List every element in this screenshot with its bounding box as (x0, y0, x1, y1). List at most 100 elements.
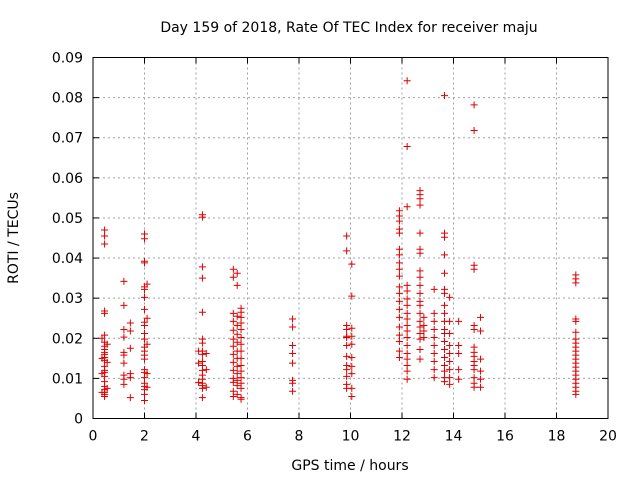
data-point (416, 249, 424, 257)
data-point (120, 380, 128, 388)
data-point (395, 251, 403, 259)
data-point (126, 374, 134, 382)
data-point (430, 325, 438, 333)
data-point (395, 354, 403, 362)
data-point (229, 265, 237, 273)
data-point (233, 382, 241, 390)
y-tick-label: 0.05 (52, 211, 83, 227)
data-point (446, 350, 454, 358)
data-point (477, 355, 485, 363)
data-point (198, 339, 206, 347)
data-point (395, 283, 403, 291)
data-point (237, 340, 245, 348)
data-point (198, 274, 206, 282)
data-point (430, 333, 438, 341)
y-tick-label: 0.08 (52, 91, 83, 107)
data-point (237, 325, 245, 333)
x-tick-label: 4 (192, 429, 201, 445)
data-point (237, 367, 245, 375)
data-point (477, 367, 485, 375)
x-tick-label: 14 (445, 429, 463, 445)
data-point (395, 229, 403, 237)
data-point (348, 292, 356, 300)
grid (93, 57, 608, 419)
data-point (289, 359, 297, 367)
y-tick-label: 0.06 (52, 171, 83, 187)
data-point (440, 269, 448, 277)
data-point (237, 347, 245, 355)
data-point (348, 340, 356, 348)
data-point (202, 366, 210, 374)
data-point (98, 388, 106, 396)
data-point (455, 375, 463, 383)
data-point (470, 265, 478, 273)
data-point (348, 362, 356, 370)
data-point (101, 309, 109, 317)
data-point (395, 337, 403, 345)
data-point (198, 350, 206, 358)
data-point (403, 375, 411, 383)
data-point (416, 301, 424, 309)
data-point (202, 350, 210, 358)
x-tick-label: 10 (342, 429, 360, 445)
data-point (233, 321, 241, 329)
data-point (101, 392, 109, 400)
data-point (416, 355, 424, 363)
data-point (403, 77, 411, 85)
data-point (403, 315, 411, 323)
data-point (120, 325, 128, 333)
data-point (430, 366, 438, 374)
y-axis-label: ROTI / TECUs (6, 192, 22, 284)
x-tick-label: 0 (89, 429, 98, 445)
data-point (141, 355, 148, 363)
data-point (470, 127, 478, 135)
data-point (477, 375, 485, 383)
data-point (141, 235, 148, 243)
data-point (395, 289, 403, 297)
data-point (141, 293, 148, 301)
data-point (120, 301, 128, 309)
data-point (446, 329, 454, 337)
data-point (101, 240, 109, 248)
data-point (403, 355, 411, 363)
data-point (237, 395, 245, 403)
data-point (348, 260, 356, 268)
x-tick-label: 8 (295, 429, 304, 445)
data-point (229, 378, 237, 386)
data-point (348, 324, 356, 332)
data-point (416, 335, 424, 343)
data-point (572, 279, 580, 287)
data-point (343, 232, 351, 240)
data-point (237, 384, 245, 392)
data-point (289, 387, 297, 395)
x-tick-label: 6 (243, 429, 252, 445)
data-point (403, 367, 411, 375)
data-point (229, 335, 237, 343)
data-point (343, 372, 351, 380)
data-point (403, 295, 411, 303)
data-point (416, 273, 424, 281)
data-point (348, 392, 356, 400)
data-point (455, 366, 463, 374)
data-point (455, 341, 463, 349)
data-point (103, 340, 111, 348)
data-points (98, 77, 580, 404)
data-point (395, 323, 403, 331)
data-point (141, 259, 148, 267)
data-point (440, 289, 448, 297)
axis-ticks: 0 2 4 6 8 10 12 14 16 18 20 0 0.01 0.02 0.03 0.04 0.05 0.… (52, 51, 617, 445)
data-point (126, 394, 134, 402)
data-point (233, 390, 241, 398)
data-point (395, 272, 403, 280)
y-tick-label: 0.07 (52, 131, 83, 147)
data-point (229, 366, 237, 374)
data-point (229, 317, 237, 325)
data-point (446, 317, 454, 325)
data-point (416, 267, 424, 275)
data-point (403, 203, 411, 211)
data-point (143, 314, 151, 322)
data-point (98, 370, 106, 378)
data-point (120, 351, 128, 359)
data-point (126, 344, 134, 352)
data-point (198, 308, 206, 316)
